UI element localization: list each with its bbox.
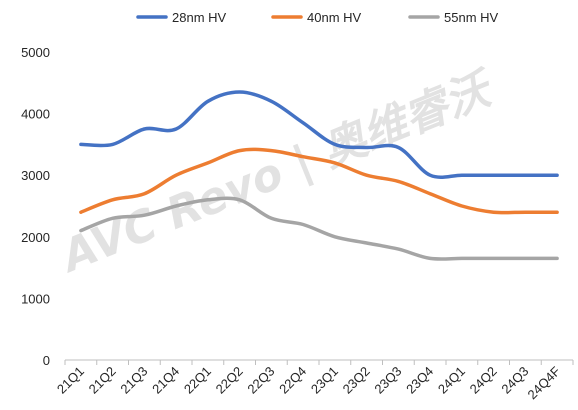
series-line-3 xyxy=(79,196,559,261)
x-tick-label: 22Q4 xyxy=(276,364,309,397)
x-tick-label: 24Q2 xyxy=(467,364,500,397)
legend-item-3: 55nm HV xyxy=(408,10,499,25)
legend-label: 55nm HV xyxy=(444,10,499,25)
x-axis xyxy=(64,359,574,365)
x-tick-label: 24Q4F xyxy=(525,363,564,402)
x-tick-label: 22Q2 xyxy=(213,364,246,397)
series-lines xyxy=(79,90,559,261)
legend-label: 40nm HV xyxy=(307,10,362,25)
x-tick-label: 21Q1 xyxy=(54,364,87,397)
x-tick-label: 23Q4 xyxy=(403,364,436,397)
x-tick-label: 23Q1 xyxy=(308,364,341,397)
watermark: AVC Revo | 奥维睿沃 xyxy=(52,62,502,283)
y-tick-label: 5000 xyxy=(21,45,50,60)
x-axis-tick-labels: 21Q121Q221Q321Q422Q122Q222Q322Q423Q123Q2… xyxy=(54,363,563,402)
x-tick-label: 22Q1 xyxy=(181,364,214,397)
y-tick-label: 4000 xyxy=(21,107,50,122)
legend-label: 28nm HV xyxy=(172,10,227,25)
y-tick-label: 3000 xyxy=(21,168,50,183)
watermark-text: AVC Revo | 奥维睿沃 xyxy=(52,62,502,283)
y-axis-tick-labels: 0 1000 2000 3000 4000 5000 xyxy=(21,45,50,368)
y-tick-label: 0 xyxy=(43,353,50,368)
y-tick-label: 2000 xyxy=(21,230,50,245)
series-line-1 xyxy=(79,90,559,179)
series-line-2 xyxy=(79,147,559,215)
x-tick-label: 21Q2 xyxy=(86,364,119,397)
x-tick-label: 21Q4 xyxy=(149,364,182,397)
x-tick-label: 24Q1 xyxy=(435,364,468,397)
legend: 28nm HV 40nm HV 55nm HV xyxy=(136,10,499,25)
x-tick-label: 21Q3 xyxy=(117,364,150,397)
x-tick-label: 23Q3 xyxy=(371,364,404,397)
y-tick-label: 1000 xyxy=(21,291,50,306)
x-tick-label: 23Q2 xyxy=(340,364,373,397)
x-tick-label: 22Q3 xyxy=(244,364,277,397)
legend-item-1: 28nm HV xyxy=(136,10,227,25)
legend-item-2: 40nm HV xyxy=(271,10,362,25)
